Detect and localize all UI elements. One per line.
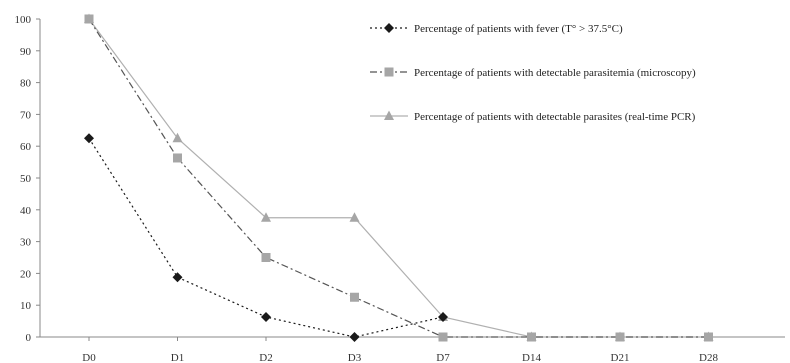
data-point [172, 272, 183, 283]
data-point [261, 253, 271, 262]
x-tick-label: D1 [171, 352, 184, 363]
data-point [349, 332, 360, 342]
x-tick-label: D2 [259, 352, 272, 363]
data-point [261, 212, 271, 222]
data-point [261, 311, 271, 322]
series-layer [84, 13, 714, 342]
data-point [84, 133, 94, 144]
x-tick-label: D3 [348, 352, 362, 363]
data-point [438, 332, 448, 342]
x-tick-label: D28 [699, 352, 718, 363]
series-1 [84, 133, 448, 342]
y-tick-label: 0 [26, 332, 32, 344]
y-tick-label: 90 [20, 46, 32, 58]
y-axis-ticks: 0 10 20 30 40 50 60 70 80 90 100 [15, 14, 40, 344]
data-point [527, 332, 536, 342]
data-point [172, 132, 183, 143]
data-point [704, 332, 713, 342]
legend-item-1: Percentage of patients with fever (T° > … [370, 23, 623, 35]
legend-marker [384, 110, 394, 120]
data-point [350, 292, 359, 302]
data-point [173, 153, 182, 163]
legend-marker [384, 23, 394, 33]
x-tick-label: D21 [611, 352, 630, 363]
series-line [88, 137, 444, 338]
data-point [349, 212, 360, 222]
y-tick-label: 80 [20, 78, 32, 90]
series-line [88, 18, 709, 338]
legend-label: Percentage of patients with detectable p… [414, 111, 696, 123]
y-tick-label: 100 [15, 14, 32, 26]
y-tick-label: 30 [20, 237, 32, 249]
data-point [615, 332, 625, 342]
series-line [88, 18, 709, 338]
data-point [438, 311, 448, 322]
x-tick-label: D14 [522, 352, 541, 363]
y-tick-label: 70 [20, 109, 32, 121]
x-tick-label: D7 [436, 352, 450, 363]
x-tick-label: D0 [82, 352, 96, 363]
series-2 [84, 14, 713, 342]
y-tick-label: 60 [20, 141, 32, 153]
legend-item-2: Percentage of patients with detectable p… [370, 67, 696, 79]
legend-marker [384, 67, 394, 77]
y-tick-label: 50 [20, 173, 32, 185]
y-tick-label: 10 [20, 300, 32, 312]
legend: Percentage of patients with fever (T° > … [370, 23, 696, 123]
legend-label: Percentage of patients with fever (T° > … [414, 23, 623, 35]
y-tick-label: 20 [20, 268, 32, 280]
y-tick-label: 40 [20, 205, 32, 217]
legend-item-3: Percentage of patients with detectable p… [370, 110, 696, 123]
data-point [84, 14, 94, 24]
legend-label: Percentage of patients with detectable p… [414, 67, 696, 79]
series-3 [84, 13, 714, 341]
